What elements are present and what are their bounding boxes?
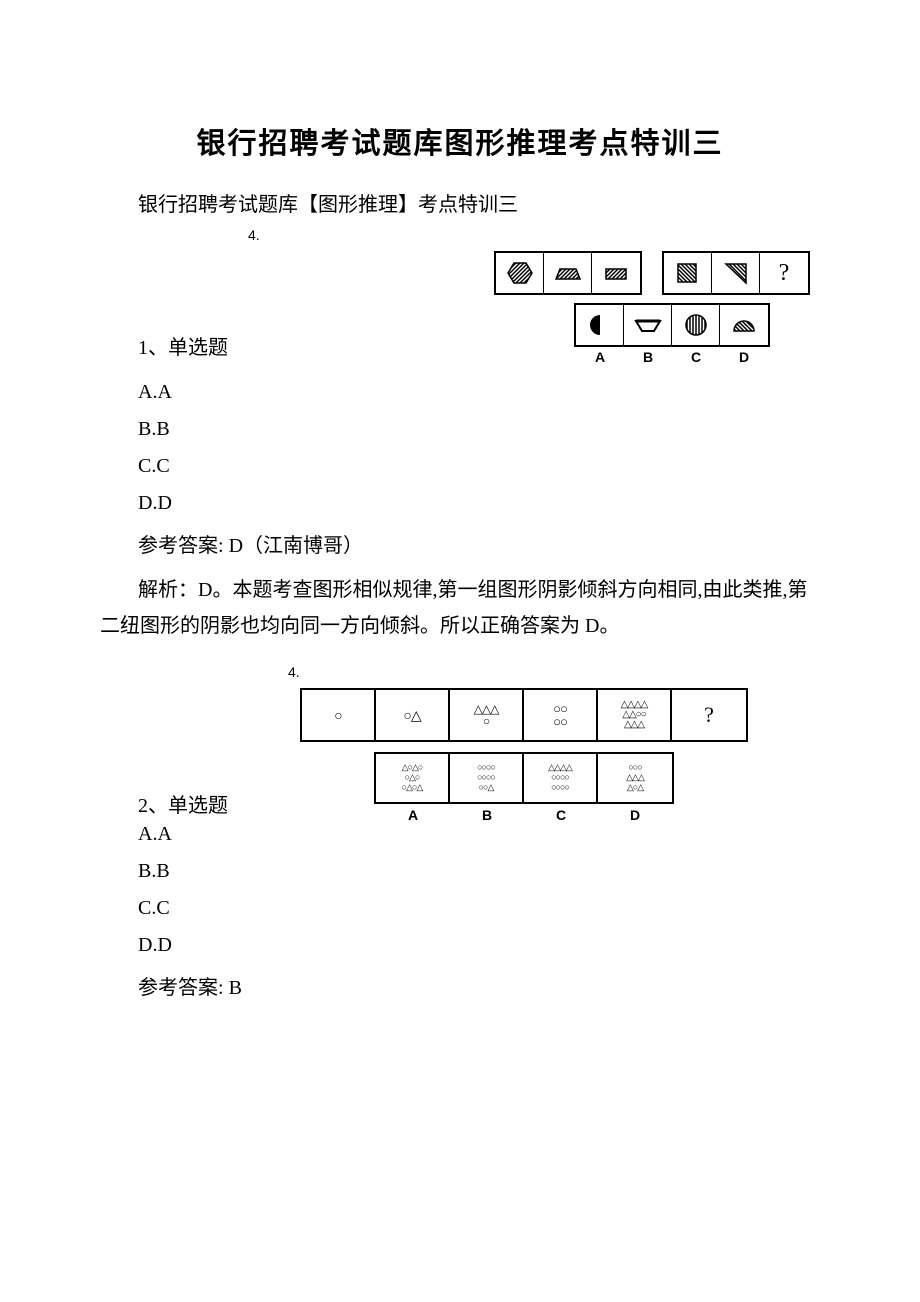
- label-a-2: A: [376, 807, 450, 823]
- figure-main-sequence: ○ ○△ △△△○ ○○○○ △△△△△△○○△△△ ?: [300, 688, 748, 742]
- ans-cell-a: △○△○○△○○△○△: [376, 754, 450, 802]
- shape-triangle-hatched: [712, 253, 760, 293]
- ans-cell-c: △△△△○○○○○○○○: [524, 754, 598, 802]
- shape-trapezoid: [544, 253, 592, 293]
- seq-cell-5: △△△△△△○○△△△: [598, 690, 672, 740]
- question-1-label: 1、单选题: [100, 331, 228, 365]
- question-2-figure: 4. ○ ○△ △△△○ ○○○○ △△△△△△○○△△△ ? △○△○○△○○…: [228, 664, 820, 823]
- option-a: A.A: [100, 381, 820, 404]
- question-1-figure: 4.: [228, 227, 820, 365]
- shape-hexagon: [496, 253, 544, 293]
- figure-number-2: 4.: [288, 664, 300, 680]
- label-b: B: [624, 349, 672, 365]
- option-b-2: B.B: [100, 860, 820, 883]
- shape-square-hatched: [664, 253, 712, 293]
- option-a-2: A.A: [100, 823, 820, 846]
- question-1: 1、单选题 4.: [100, 227, 820, 644]
- label-a: A: [576, 349, 624, 365]
- label-c-2: C: [524, 807, 598, 823]
- question-2-label: 2、单选题: [100, 789, 228, 823]
- label-d-2: D: [598, 807, 672, 823]
- seq-cell-2: ○△: [376, 690, 450, 740]
- seq-cell-6: ?: [672, 690, 746, 740]
- explanation: 解析：D。本题考查图形相似规律,第一组图形阴影倾斜方向相同,由此类推,第二纽图形…: [100, 572, 820, 644]
- option-c: C.C: [100, 455, 820, 478]
- question-2: 2、单选题 4. ○ ○△ △△△○ ○○○○ △△△△△△○○△△△ ? △○…: [100, 664, 820, 1000]
- page-title: 银行招聘考试题库图形推理考点特训三: [100, 120, 820, 162]
- label-c: C: [672, 349, 720, 365]
- option-d: D.D: [100, 492, 820, 515]
- answer-labels: A B C D: [576, 349, 768, 365]
- option-c-2: C.C: [100, 897, 820, 920]
- shape-rectangle: [592, 253, 640, 293]
- ans-cell-d: ○○○△△△△○△: [598, 754, 672, 802]
- answer-line-2: 参考答案: B: [100, 971, 820, 1000]
- seq-cell-3: △△△○: [450, 690, 524, 740]
- seq-cell-1: ○: [302, 690, 376, 740]
- page-subtitle: 银行招聘考试题库【图形推理】考点特训三: [100, 188, 820, 217]
- answer-line: 参考答案: D（江南博哥）: [100, 529, 820, 558]
- option-d-2: D.D: [100, 934, 820, 957]
- answer-option-b-shape: [624, 305, 672, 345]
- figure-answer-options: [574, 303, 770, 347]
- answer-option-d-shape: [720, 305, 768, 345]
- option-b: B.B: [100, 418, 820, 441]
- figure-answer-options-2: △○△○○△○○△○△ ○○○○○○○○○○△ △△△△○○○○○○○○ ○○○…: [374, 752, 674, 804]
- figure-group-1: [494, 251, 642, 295]
- figure-group-2: ?: [662, 251, 810, 295]
- figure-number: 4.: [248, 227, 260, 243]
- seq-cell-4: ○○○○: [524, 690, 598, 740]
- answer-prefix-2: 参考答案:: [138, 977, 229, 999]
- answer-prefix: 参考答案:: [138, 535, 229, 557]
- answer-option-c-shape: [672, 305, 720, 345]
- shape-question-mark: ?: [760, 253, 808, 293]
- answer-labels-2: A B C D: [376, 807, 672, 823]
- answer-value: D（江南博哥）: [229, 535, 363, 557]
- ans-cell-b: ○○○○○○○○○○△: [450, 754, 524, 802]
- label-d: D: [720, 349, 768, 365]
- answer-option-a-shape: [576, 305, 624, 345]
- answer-value-2: B: [229, 977, 242, 999]
- label-b-2: B: [450, 807, 524, 823]
